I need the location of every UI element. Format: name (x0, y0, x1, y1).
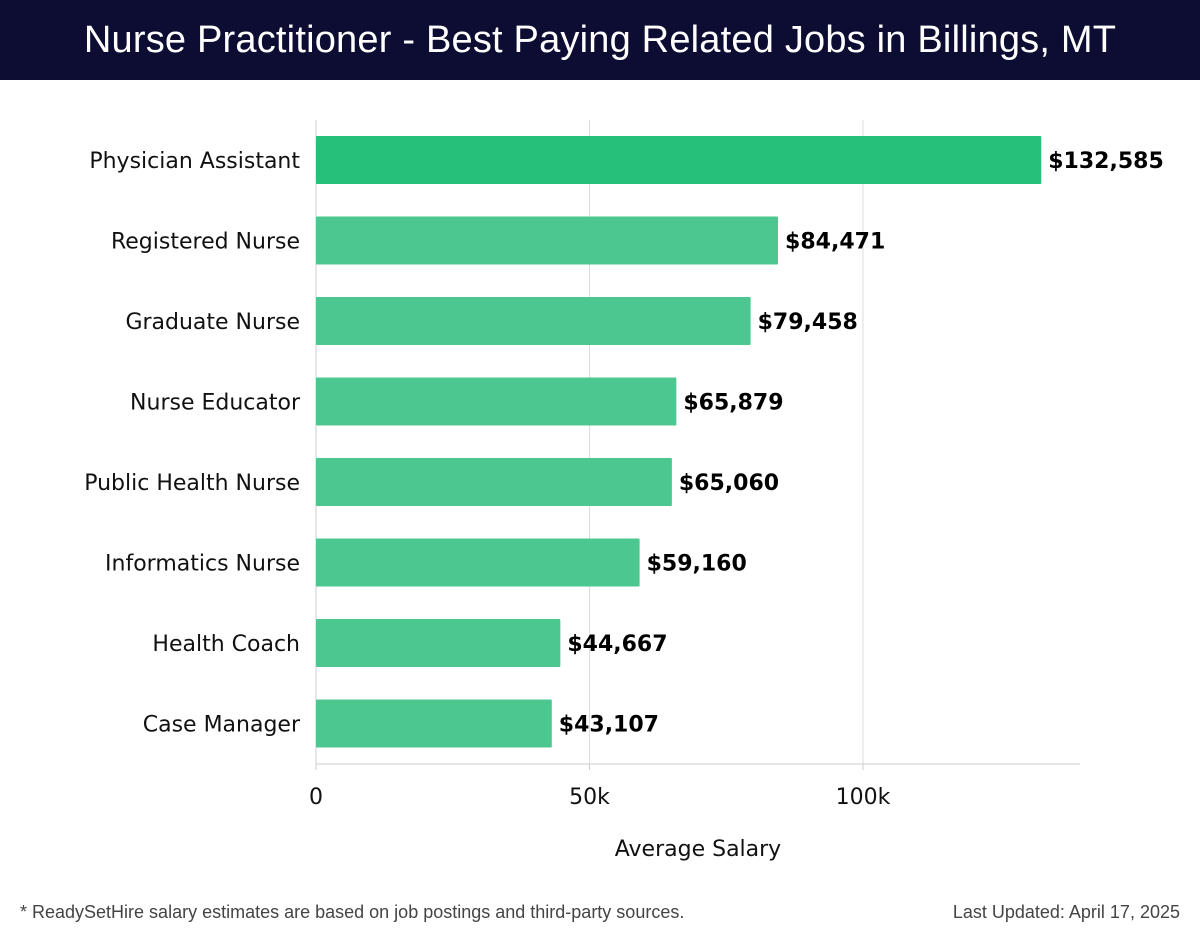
bar (316, 136, 1042, 184)
value-label: $132,585 (1048, 149, 1164, 174)
bar (316, 377, 677, 426)
value-label: $44,667 (567, 632, 667, 657)
footer-note: * ReadySetHire salary estimates are base… (20, 902, 685, 922)
value-label: $65,060 (679, 471, 779, 496)
salary-bar-chart: 0 50k 100k Average Salary Physician Assistan… (84, 120, 1164, 862)
chart-title: Nurse Practitioner - Best Paying Related… (83, 18, 1117, 61)
category-label: Graduate Nurse (125, 310, 300, 335)
category-label: Health Coach (152, 632, 300, 657)
bar (316, 216, 779, 265)
value-label: $84,471 (785, 230, 885, 255)
bar (316, 619, 561, 667)
bar (316, 297, 751, 345)
value-label: $79,458 (758, 310, 858, 335)
bar (316, 538, 640, 587)
category-label: Public Health Nurse (84, 471, 300, 496)
x-tick-label: 0 (309, 785, 323, 810)
bar (316, 458, 672, 506)
category-label: Nurse Educator (130, 391, 301, 416)
bar (316, 699, 552, 748)
last-updated: Last Updated: April 17, 2025 (952, 902, 1180, 922)
value-label: $65,879 (683, 391, 783, 416)
value-label: $43,107 (559, 713, 659, 738)
category-label: Informatics Nurse (105, 552, 300, 577)
x-axis-title: Average Salary (615, 837, 781, 862)
x-tick-label: 50k (569, 785, 610, 810)
category-label: Case Manager (143, 713, 301, 738)
value-label: $59,160 (647, 552, 747, 577)
category-label: Physician Assistant (89, 149, 300, 174)
category-label: Registered Nurse (111, 230, 300, 255)
chart-header: Nurse Practitioner - Best Paying Related… (0, 0, 1200, 80)
x-tick-label: 100k (836, 785, 891, 810)
